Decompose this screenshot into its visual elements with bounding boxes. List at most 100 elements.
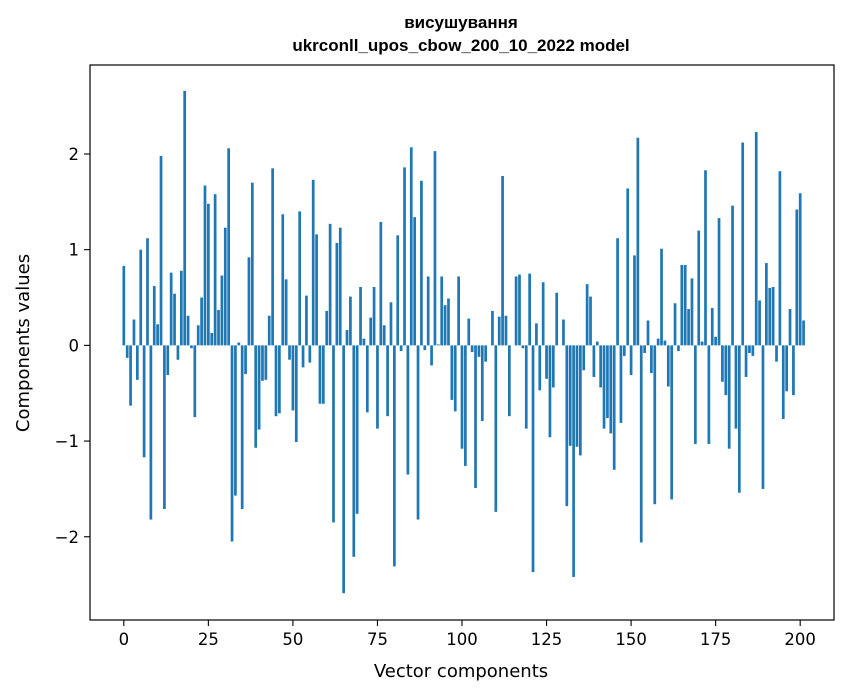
bar-19: [186, 315, 190, 346]
bar-14: [169, 272, 173, 346]
bar-50: [291, 345, 295, 411]
bar-194: [778, 171, 782, 346]
bar-59: [321, 345, 325, 404]
bar-199: [795, 209, 799, 346]
bar-193: [775, 345, 778, 362]
bar-171: [700, 341, 704, 346]
bar-60: [325, 310, 329, 346]
bar-200: [798, 193, 802, 346]
bar-198: [792, 345, 795, 396]
bar-196: [785, 345, 789, 392]
bar-20: [190, 345, 193, 349]
bar-63: [335, 242, 339, 346]
bar-36: [244, 345, 247, 375]
bar-71: [362, 338, 366, 346]
bar-23: [200, 297, 203, 346]
bar-159: [660, 248, 663, 346]
bar-137: [585, 284, 589, 346]
bar-130: [562, 319, 565, 346]
bar-41: [261, 345, 264, 381]
bar-197: [788, 309, 792, 346]
bar-46: [278, 345, 281, 414]
bar-49: [288, 345, 291, 360]
bar-72: [365, 345, 369, 413]
bar-181: [734, 345, 738, 429]
bar-164: [677, 345, 680, 352]
bar-147: [619, 345, 623, 423]
bar-176: [717, 218, 721, 346]
bar-42: [264, 345, 268, 380]
bar-106: [480, 345, 484, 421]
bar-94: [440, 276, 444, 346]
bar-156: [650, 345, 653, 374]
bar-136: [582, 345, 586, 371]
bar-37: [247, 257, 251, 346]
bar-51: [294, 345, 298, 443]
x-tick-label: 75: [367, 630, 388, 649]
bar-155: [646, 320, 650, 346]
bar-48: [284, 279, 288, 346]
y-tick-label: −2: [55, 528, 79, 547]
bar-4: [135, 345, 139, 380]
bar-114: [507, 345, 511, 417]
bar-169: [693, 345, 697, 444]
chart-title: висушування: [404, 13, 518, 32]
bar-101: [464, 345, 467, 466]
bar-118: [521, 345, 525, 349]
bar-12: [163, 345, 166, 509]
bar-17: [179, 270, 183, 346]
bar-110: [494, 345, 498, 512]
bar-150: [629, 345, 633, 376]
bar-179: [727, 345, 731, 449]
bar-35: [240, 345, 244, 509]
x-axis: 0 25 50 75 100 125 150 175 200: [119, 620, 816, 649]
bar-174: [710, 308, 714, 346]
bar-153: [639, 345, 643, 543]
bar-142: [602, 345, 606, 429]
bar-18: [183, 90, 187, 346]
bar-146: [616, 238, 619, 346]
bar-43: [267, 315, 271, 346]
x-tick-label: 0: [119, 630, 130, 649]
bar-140: [595, 341, 599, 346]
bar-97: [450, 345, 454, 400]
bar-127: [551, 345, 555, 388]
bar-111: [497, 316, 501, 346]
bar-157: [653, 345, 657, 505]
bar-54: [305, 295, 308, 346]
bar-58: [318, 345, 322, 404]
bar-121: [531, 345, 535, 573]
bar-183: [741, 142, 745, 346]
bar-168: [690, 278, 694, 346]
bar-31: [227, 148, 231, 346]
bar-75: [376, 345, 379, 429]
bar-15: [173, 293, 176, 346]
bar-145: [612, 345, 616, 470]
bar-61: [328, 223, 332, 346]
bar-132: [568, 345, 572, 446]
x-tick-label: 125: [531, 630, 563, 649]
bar-24: [203, 185, 207, 346]
bar-91: [430, 345, 433, 366]
bar-184: [744, 345, 748, 377]
bar-117: [518, 274, 521, 346]
bar-76: [379, 221, 383, 346]
bar-141: [599, 345, 603, 388]
bar-38: [250, 182, 254, 346]
bar-148: [622, 345, 626, 356]
x-tick-label: 25: [198, 630, 219, 649]
bar-77: [382, 325, 386, 346]
bar-2: [129, 345, 132, 406]
bar-113: [504, 315, 508, 346]
bar-99: [457, 276, 460, 346]
bar-44: [271, 168, 274, 346]
bar-96: [447, 298, 450, 346]
bar-27: [213, 194, 217, 346]
bar-30: [223, 227, 227, 346]
bar-25: [207, 203, 210, 346]
bar-105: [477, 345, 481, 357]
bar-128: [555, 292, 559, 346]
bar-70: [359, 287, 362, 346]
bar-149: [626, 188, 630, 346]
bar-53: [301, 345, 305, 368]
